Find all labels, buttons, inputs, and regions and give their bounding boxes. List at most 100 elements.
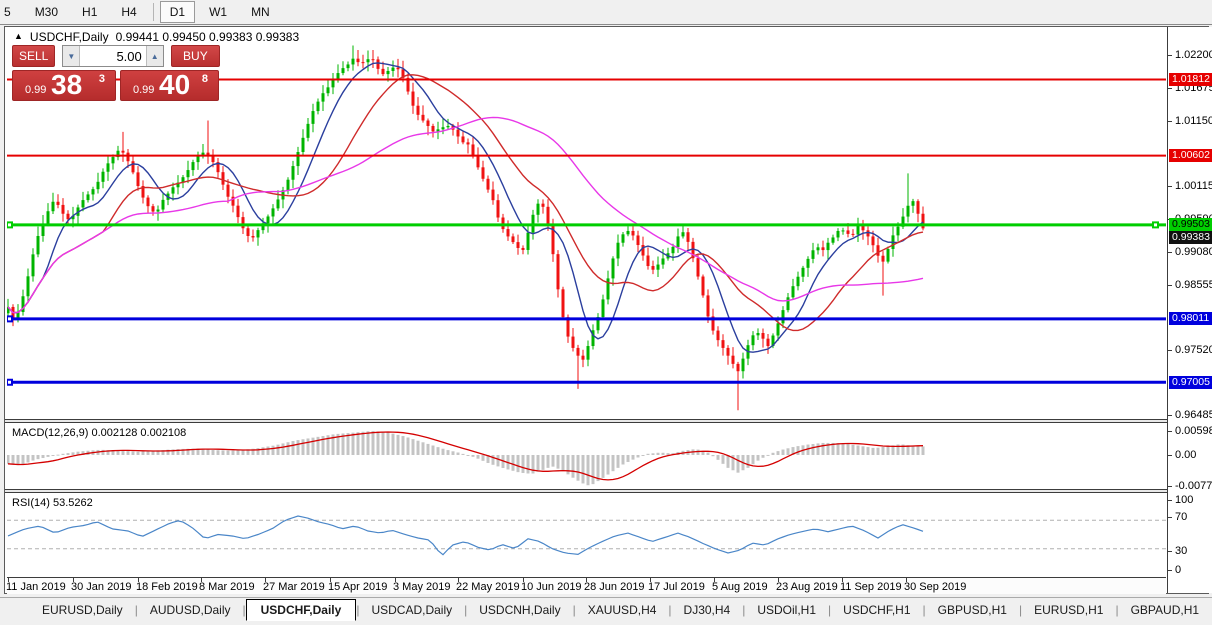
panel-splitter[interactable] — [5, 419, 1167, 423]
axis-tick-mark — [1168, 186, 1172, 188]
macd-panel-canvas[interactable] — [7, 424, 1166, 489]
axis-tick-mark — [1168, 121, 1172, 123]
price-tick-label: 0.98555 — [1175, 278, 1212, 291]
hline-0.97005[interactable] — [7, 378, 1166, 386]
volume-increase-button[interactable]: ▲ — [145, 46, 163, 66]
date-tick-mark — [586, 578, 587, 582]
axis-tick-mark — [1168, 551, 1172, 552]
date-label: 10 Jun 2019 — [521, 581, 582, 593]
chart-tab-gbpaud-h1[interactable]: GBPAUD,H1 — [1130, 602, 1200, 617]
sell-price-prefix: 0.99 — [25, 84, 47, 96]
rsi-panel-canvas[interactable] — [7, 494, 1166, 576]
sell-price-box[interactable]: 0.99 38 3 — [12, 69, 116, 101]
axis-tick-mark — [1168, 570, 1172, 571]
rsi-indicator-label: RSI(14) 53.5262 — [12, 497, 93, 509]
tab-separator: | — [356, 602, 360, 617]
hline-0.98011[interactable] — [7, 315, 1166, 323]
volume-decrease-button[interactable]: ▼ — [63, 46, 81, 66]
chart-symbol-label: USDCHF,Daily — [29, 30, 109, 44]
tab-separator: | — [922, 602, 926, 617]
price-level-badge: 1.00602 — [1169, 149, 1212, 163]
macd-signal-line — [7, 431, 924, 481]
date-label: 11 Jan 2019 — [6, 581, 66, 593]
date-tick-mark — [778, 578, 779, 582]
timeframe-button-h1[interactable]: H1 — [82, 5, 98, 19]
date-label: 5 Aug 2019 — [712, 581, 768, 593]
buy-price-prefix: 0.99 — [133, 84, 155, 96]
date-label: 18 Feb 2019 — [136, 581, 198, 593]
date-label: 3 May 2019 — [393, 581, 451, 593]
date-tick-mark — [265, 578, 266, 582]
chart-tab-usdoil-h1[interactable]: USDOil,H1 — [757, 602, 817, 617]
sell-price-main: 38 — [51, 69, 83, 100]
timeframe-button-m30[interactable]: M30 — [34, 5, 59, 19]
chart-tab-xauusd-h4[interactable]: XAUUSD,H4 — [587, 602, 657, 617]
axis-tick-mark — [1168, 500, 1172, 501]
price-level-badge: 0.99503 — [1169, 218, 1212, 231]
tab-separator: | — [572, 602, 576, 617]
date-tick-mark — [138, 578, 139, 582]
axis-tick-mark — [1168, 486, 1172, 487]
collapse-arrow-icon[interactable]: ▲ — [14, 31, 23, 41]
chart-tab-bar: EURUSD,Daily | AUDUSD,Daily | USDCHF,Daily | U… — [0, 597, 1212, 621]
timeframe-button-5[interactable]: 5 — [4, 5, 11, 19]
timeframe-button-d1[interactable]: D1 — [159, 1, 196, 23]
price-tick-label: 0.97520 — [1175, 343, 1212, 356]
macd-axis-label: 0.005986 — [1175, 425, 1212, 437]
chart-tab-usdcnh-daily[interactable]: USDCNH,Daily — [479, 602, 561, 617]
chart-title: ▲ USDCHF,Daily 0.99441 0.99450 0.99383 0… — [14, 30, 299, 44]
chart-tab-eurusd-h1[interactable]: EURUSD,H1 — [1034, 602, 1104, 617]
price-axis: 1.022001.016751.011501.001150.995900.990… — [1167, 27, 1212, 593]
date-label: 22 May 2019 — [456, 581, 520, 593]
tab-separator: | — [1115, 602, 1119, 617]
chart-tab-audusd-daily[interactable]: AUDUSD,Daily — [149, 602, 231, 617]
price-level-badge: 0.97005 — [1169, 375, 1212, 389]
macd-axis-label: -0.007737 — [1175, 480, 1212, 492]
toolbar-separator — [152, 3, 154, 21]
tab-separator: | — [134, 602, 138, 617]
rsi-axis-label: 70 — [1175, 511, 1188, 523]
axis-tick-mark — [1168, 455, 1172, 456]
chart-tab-usdchf-daily[interactable]: USDCHF,Daily — [245, 598, 357, 621]
sell-button[interactable]: SELL — [12, 45, 56, 67]
moving-average-line — [7, 62, 924, 353]
rsi-axis-label: 0 — [1175, 564, 1182, 576]
axis-tick-mark — [1168, 349, 1172, 351]
price-tick-label: 1.01150 — [1175, 115, 1212, 128]
macd-histogram — [7, 431, 925, 486]
chart-tab-eurusd-daily[interactable]: EURUSD,Daily — [42, 602, 123, 617]
current-price-badge: 0.99383 — [1169, 231, 1212, 244]
chart-tab-dj30-h4[interactable]: DJ30,H4 — [683, 602, 731, 617]
panel-splitter[interactable] — [5, 489, 1167, 493]
macd-axis-label: 0.00 — [1175, 449, 1197, 461]
date-label: 27 Mar 2019 — [263, 581, 325, 593]
date-label: 28 Jun 2019 — [584, 581, 645, 593]
volume-input[interactable] — [80, 46, 146, 66]
date-tick-mark — [906, 578, 907, 582]
price-tick-label: 1.00115 — [1175, 180, 1212, 193]
rsi-axis-label: 100 — [1175, 494, 1194, 506]
date-tick-mark — [650, 578, 651, 582]
tab-separator: | — [464, 602, 468, 617]
buy-price-main: 40 — [159, 69, 191, 100]
date-tick-mark — [330, 578, 331, 582]
tab-separator: | — [1018, 602, 1023, 617]
buy-price-box[interactable]: 0.99 40 8 — [120, 69, 219, 101]
buy-button[interactable]: BUY — [170, 45, 220, 67]
date-label: 11 Sep 2019 — [840, 581, 902, 593]
timeframe-button-mn[interactable]: MN — [251, 5, 270, 19]
axis-tick-mark — [1168, 284, 1172, 286]
tab-separator: | — [742, 602, 746, 617]
main-chart-canvas[interactable] — [7, 44, 1166, 419]
timeframe-button-h4[interactable]: H4 — [121, 5, 137, 19]
date-axis: 11 Jan 2019 30 Jan 2019 18 Feb 2019 8 Mar 2… — [6, 577, 1166, 594]
chart-tab-gbpusd-h1[interactable]: GBPUSD,H1 — [937, 602, 1007, 617]
timeframe-button-w1[interactable]: W1 — [209, 5, 228, 19]
chart-tab-usdchf-h1[interactable]: USDCHF,H1 — [843, 602, 911, 617]
date-label: 8 Mar 2019 — [199, 581, 255, 593]
date-tick-mark — [458, 578, 459, 582]
chart-tab-usdcad-daily[interactable]: USDCAD,Daily — [371, 602, 453, 617]
rsi-line — [7, 515, 924, 556]
hline-0.99503[interactable] — [7, 221, 1166, 229]
